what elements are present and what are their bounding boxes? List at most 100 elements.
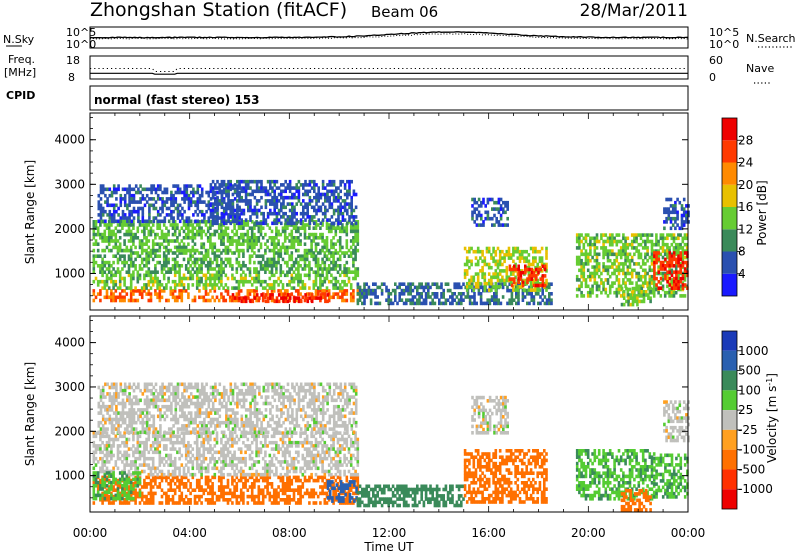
range-tick-label-1-1: 2000 xyxy=(54,424,85,438)
velocity-region-7 xyxy=(471,395,509,435)
time-tick-label-1: 04:00 xyxy=(172,526,207,540)
frequency-strip: Freq. [MHz] 18 8 60 0 Nave xyxy=(4,53,774,84)
power-region-6 xyxy=(231,293,329,304)
range-tick-label-0-0: 1000 xyxy=(54,266,85,280)
velocity-region-3 xyxy=(92,471,142,501)
power-region-2 xyxy=(92,251,360,274)
station-title: Zhongshan Station (fitACF) xyxy=(90,0,347,21)
power-colorbar-label: Power [dB] xyxy=(755,180,769,245)
power-colorbar-segment-7 xyxy=(722,118,737,141)
power-colorbar-segment-1 xyxy=(722,251,737,274)
freq-label: Freq. xyxy=(8,53,35,66)
velocity-panel: 1000 2000 3000 4000 Slant Range [km] xyxy=(23,315,690,513)
velocity-region-2 xyxy=(97,382,358,435)
range-tick-label-0-2: 3000 xyxy=(54,177,85,191)
power-region-13 xyxy=(620,286,652,307)
power-colorbar-segment-6 xyxy=(722,140,737,163)
nave-label: Nave xyxy=(746,62,774,75)
power-colorbar-tick-4: 20 xyxy=(738,178,753,192)
velocity-colorbar-tick-5: -100 xyxy=(738,443,765,457)
time-tick-label-4: 16:00 xyxy=(471,526,506,540)
noise-tick-top-left: 10^5 xyxy=(66,26,96,39)
mode-label: normal (fast stereo) 153 xyxy=(94,93,260,107)
velocity-colorbar-segment-1 xyxy=(722,350,737,371)
cpid-label: CPID xyxy=(6,89,35,102)
time-tick-label-2: 08:00 xyxy=(272,526,307,540)
velocity-colorbar-segment-5 xyxy=(722,429,737,450)
power-colorbar-tick-3: 16 xyxy=(738,200,753,214)
time-tick-label-5: 20:00 xyxy=(571,526,606,540)
velocity-colorbar-segment-8 xyxy=(722,489,737,509)
velocity-region-11 xyxy=(663,400,690,443)
frequency-line xyxy=(90,72,688,75)
power-heatmap xyxy=(92,179,690,307)
beam-label: Beam 06 xyxy=(371,3,438,21)
power-colorbar-tick-2: 12 xyxy=(738,222,753,236)
velocity-ylabel: Slant Range [km] xyxy=(23,362,37,466)
velocity-colorbar-segment-2 xyxy=(722,370,737,391)
range-tick-label-1-3: 4000 xyxy=(54,336,85,350)
velocity-region-9 xyxy=(653,453,689,499)
noise-tick-bottom-right: 10^0 xyxy=(709,38,739,51)
velocity-region-8 xyxy=(575,449,656,501)
range-tick-label-1-0: 1000 xyxy=(54,469,85,483)
power-colorbar-segment-2 xyxy=(722,229,737,252)
x-tick-labels: 00:00 04:00 08:00 12:00 16:00 20:00 00:00 xyxy=(73,526,706,540)
date-label: 28/Mar/2011 xyxy=(580,1,688,21)
power-region-12 xyxy=(653,251,689,290)
cpid-strip: CPID normal (fast stereo) 153 xyxy=(6,85,689,111)
velocity-region-6 xyxy=(463,449,548,504)
power-colorbar-segment-3 xyxy=(722,207,737,230)
time-tick-label-6: 00:00 xyxy=(671,526,706,540)
nave-tick-bottom: 0 xyxy=(709,71,716,84)
power-colorbar-tick-6: 28 xyxy=(738,133,753,147)
range-tick-label-0-3: 4000 xyxy=(54,133,85,147)
velocity-colorbar-tick-3: 25 xyxy=(738,403,753,417)
power-colorbar-tick-1: 8 xyxy=(738,245,746,259)
time-tick-label-3: 12:00 xyxy=(372,526,407,540)
power-colorbar-tick-5: 24 xyxy=(738,156,753,170)
x-axis-label: Time UT xyxy=(363,540,414,554)
power-ylabel: Slant Range [km] xyxy=(23,160,37,264)
nave-tick-top: 60 xyxy=(709,54,723,67)
time-tick-label-0: 00:00 xyxy=(73,526,108,540)
velocity-colorbar-segment-0 xyxy=(722,331,737,351)
freq-tick-bottom: 8 xyxy=(68,71,75,84)
power-panel: 1000 2000 3000 4000 Slant Range [km] xyxy=(23,112,690,311)
power-colorbar-tick-0: 4 xyxy=(738,267,746,281)
power-region-9 xyxy=(508,264,547,288)
power-region-0 xyxy=(92,289,360,303)
power-region-11 xyxy=(575,233,689,298)
velocity-region-10 xyxy=(620,488,652,512)
power-region-5 xyxy=(209,179,358,226)
velocity-colorbar-tick-1: 500 xyxy=(738,364,761,378)
power-region-10 xyxy=(471,197,509,227)
noise-sky-line xyxy=(89,31,689,39)
range-tick-label-1-2: 3000 xyxy=(54,380,85,394)
power-region-14 xyxy=(663,197,690,231)
velocity-colorbar-tick-7: -1000 xyxy=(738,482,773,496)
noise-search-label: N.Search xyxy=(746,32,796,45)
power-region-1 xyxy=(92,273,360,290)
velocity-colorbar-tick-4: -25 xyxy=(738,423,758,437)
velocity-colorbar-segment-7 xyxy=(722,469,737,490)
velocity-heatmap xyxy=(92,382,690,512)
power-colorbar-segment-4 xyxy=(722,184,737,207)
freq-tick-top: 18 xyxy=(66,54,80,67)
velocity-colorbar-tick-0: 1000 xyxy=(738,344,769,358)
velocity-region-4 xyxy=(326,480,358,503)
velocity-colorbar: 1000 500 100 25 -25 -100 -500 -1000 xyxy=(721,330,773,510)
velocity-region-1 xyxy=(92,431,360,477)
velocity-region-5 xyxy=(356,484,465,508)
freq-unit-label: [MHz] xyxy=(4,66,36,79)
noise-sky-label: N.Sky xyxy=(3,33,35,46)
power-colorbar: 4 8 12 16 20 24 28 xyxy=(721,117,753,297)
velocity-colorbar-segment-4 xyxy=(722,410,737,430)
nave-line xyxy=(90,68,688,72)
power-colorbar-segment-0 xyxy=(722,273,737,296)
range-tick-label-0-1: 2000 xyxy=(54,222,85,236)
noise-tick-bottom-left: 10^0 xyxy=(66,38,96,51)
velocity-colorbar-tick-2: 100 xyxy=(738,383,761,397)
velocity-colorbar-tick-6: -500 xyxy=(738,462,765,476)
